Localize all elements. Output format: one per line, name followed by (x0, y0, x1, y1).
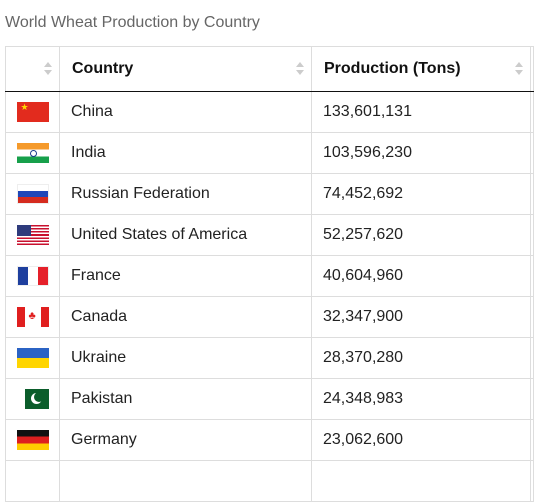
sort-arrows-icon[interactable] (44, 61, 52, 77)
extra-cell (530, 132, 534, 174)
country-cell: France (59, 255, 312, 297)
flag-cell (5, 214, 60, 256)
country-cell: United States of America (59, 214, 312, 256)
country-header-label: Country (72, 60, 134, 77)
sort-arrows-icon[interactable] (296, 61, 304, 77)
table-row: Ukraine 28,370,280 (5, 337, 534, 379)
extra-column-header (530, 46, 534, 92)
production-cell: 24,348,983 (311, 378, 531, 420)
flag-cell (5, 460, 60, 502)
flag-cell: ★ (5, 91, 60, 133)
table-row: India 103,596,230 (5, 132, 534, 174)
country-cell: Russian Federation (59, 173, 312, 215)
production-cell: 74,452,692 (311, 173, 531, 215)
extra-cell (530, 419, 534, 461)
france-flag-icon (16, 266, 49, 286)
table-header-row: Country Production (Tons) (5, 46, 534, 92)
table-row: United States of America 52,257,620 (5, 214, 534, 256)
table-row: Russian Federation 74,452,692 (5, 173, 534, 215)
extra-cell (530, 337, 534, 379)
production-cell: 103,596,230 (311, 132, 531, 174)
flag-cell (5, 378, 60, 420)
flag-cell (5, 419, 60, 461)
production-cell: 133,601,131 (311, 91, 531, 133)
country-cell: China (59, 91, 312, 133)
sort-arrows-icon[interactable] (515, 61, 523, 77)
table-row: France 40,604,960 (5, 255, 534, 297)
production-cell: 23,062,600 (311, 419, 531, 461)
country-cell: India (59, 132, 312, 174)
extra-cell (530, 173, 534, 215)
table-row-partial (5, 460, 534, 502)
country-cell (59, 460, 312, 502)
extra-cell (530, 296, 534, 338)
india-flag-icon (16, 143, 49, 163)
flag-cell (5, 173, 60, 215)
production-cell (311, 460, 531, 502)
usa-flag-icon (16, 225, 49, 245)
russia-flag-icon (16, 184, 49, 204)
wheat-production-table: Country Production (Tons) ★ China 133,60… (5, 46, 534, 502)
table-row: ♣ Canada 32,347,900 (5, 296, 534, 338)
table-caption: World Wheat Production by Country (5, 14, 260, 31)
china-flag-icon: ★ (16, 102, 49, 122)
production-cell: 40,604,960 (311, 255, 531, 297)
ukraine-flag-icon (16, 348, 49, 368)
flag-cell: ♣ (5, 296, 60, 338)
table-row: ★ China 133,601,131 (5, 91, 534, 133)
extra-cell (530, 214, 534, 256)
flag-cell (5, 255, 60, 297)
production-column-header[interactable]: Production (Tons) (311, 46, 531, 92)
canada-flag-icon: ♣ (16, 307, 49, 327)
country-cell: Pakistan (59, 378, 312, 420)
germany-flag-icon (16, 430, 49, 450)
production-header-label: Production (Tons) (324, 60, 461, 77)
flag-column-header[interactable] (5, 46, 60, 92)
country-cell: Canada (59, 296, 312, 338)
production-cell: 52,257,620 (311, 214, 531, 256)
extra-cell (530, 460, 534, 502)
production-cell: 32,347,900 (311, 296, 531, 338)
extra-cell (530, 378, 534, 420)
extra-cell (530, 255, 534, 297)
production-cell: 28,370,280 (311, 337, 531, 379)
pakistan-flag-icon (16, 389, 49, 409)
flag-cell (5, 132, 60, 174)
country-cell: Germany (59, 419, 312, 461)
country-cell: Ukraine (59, 337, 312, 379)
country-column-header[interactable]: Country (59, 46, 312, 92)
extra-cell (530, 91, 534, 133)
flag-cell (5, 337, 60, 379)
table-row: Pakistan 24,348,983 (5, 378, 534, 420)
table-row: Germany 23,062,600 (5, 419, 534, 461)
